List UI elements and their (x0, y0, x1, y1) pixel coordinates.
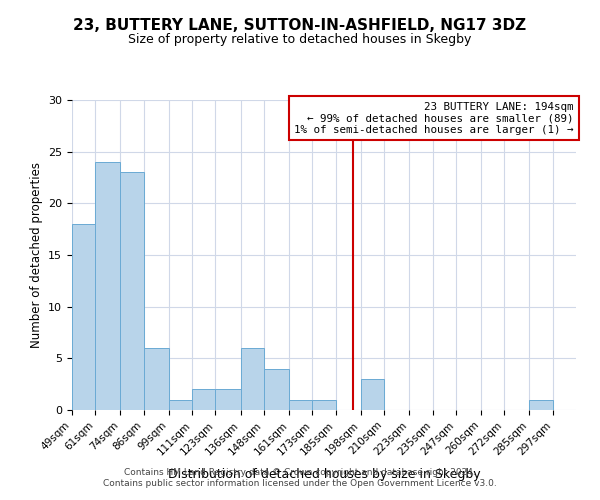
Bar (529, 400, 553, 410)
Bar (144, 348, 169, 410)
Bar (215, 390, 241, 410)
Bar (95, 162, 121, 410)
Text: 23, BUTTERY LANE, SUTTON-IN-ASHFIELD, NG17 3DZ: 23, BUTTERY LANE, SUTTON-IN-ASHFIELD, NG… (73, 18, 527, 32)
Y-axis label: Number of detached properties: Number of detached properties (29, 162, 43, 348)
Bar (361, 379, 384, 410)
Bar (241, 348, 264, 410)
Bar (169, 400, 192, 410)
Text: 23 BUTTERY LANE: 194sqm
← 99% of detached houses are smaller (89)
1% of semi-det: 23 BUTTERY LANE: 194sqm ← 99% of detache… (294, 102, 574, 134)
Bar (121, 172, 144, 410)
Bar (72, 224, 95, 410)
Text: Contains HM Land Registry data © Crown copyright and database right 2024.
Contai: Contains HM Land Registry data © Crown c… (103, 468, 497, 487)
Bar (313, 400, 335, 410)
Bar (289, 400, 313, 410)
Bar (192, 390, 215, 410)
Text: Size of property relative to detached houses in Skegby: Size of property relative to detached ho… (128, 32, 472, 46)
Bar (264, 368, 289, 410)
X-axis label: Distribution of detached houses by size in Skegby: Distribution of detached houses by size … (167, 468, 481, 480)
